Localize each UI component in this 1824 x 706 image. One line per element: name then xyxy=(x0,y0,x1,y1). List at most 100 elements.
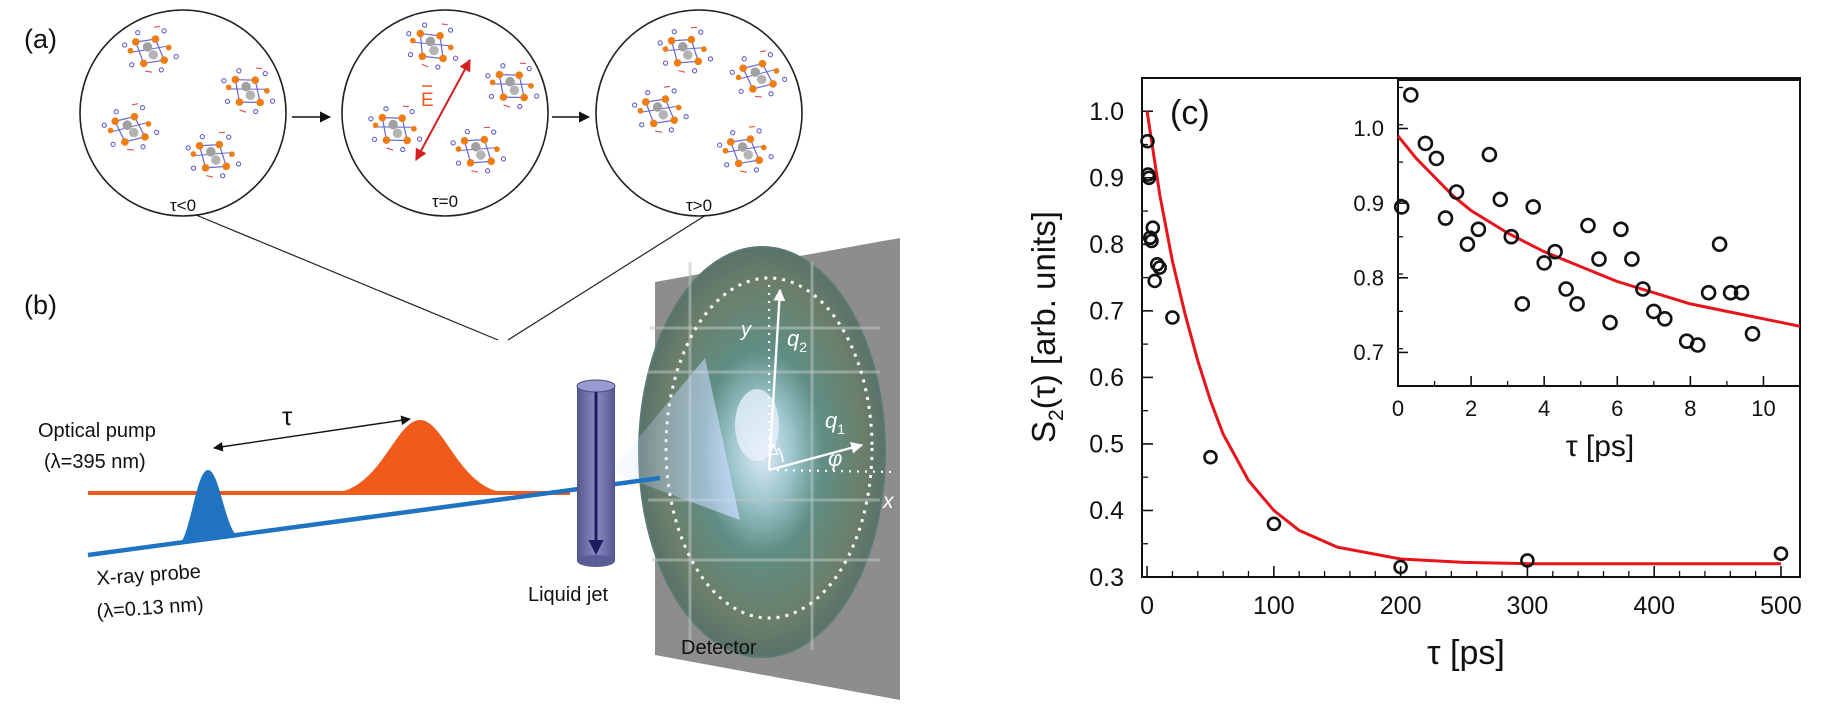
data-point xyxy=(1733,284,1750,301)
data-point xyxy=(1393,559,1408,575)
data-point xyxy=(1613,221,1629,238)
y-tick-label: 0.9 xyxy=(1089,165,1124,193)
detector-axis-y: y xyxy=(739,319,752,341)
data-point xyxy=(1266,516,1282,532)
main-y-axis-label: S2(τ) [arb. units] xyxy=(1025,211,1068,443)
delta-label: Δ xyxy=(768,442,779,459)
fit-curve xyxy=(1396,135,1801,328)
data-point xyxy=(1417,135,1434,152)
data-point xyxy=(1602,314,1618,331)
x-tick-label: 0 xyxy=(1392,396,1404,421)
data-point xyxy=(1165,310,1180,325)
inset-fit-group xyxy=(1396,135,1801,328)
data-point xyxy=(1403,87,1419,103)
x-tick-label: 2 xyxy=(1465,396,1477,421)
data-point xyxy=(1481,146,1498,163)
data-point xyxy=(1448,184,1465,200)
detector: y x q2 q1 φ Δ xyxy=(638,238,900,700)
data-point xyxy=(1591,251,1607,267)
snapshot-label-after: τ>0 xyxy=(686,196,712,215)
x-tick-label: 500 xyxy=(1760,592,1802,620)
data-point xyxy=(1525,199,1541,215)
y-tick-label: 0.7 xyxy=(1089,298,1124,326)
snapshot-circle-excitation: E τ=0 xyxy=(341,9,549,217)
projection-line-right xyxy=(507,214,707,341)
x-tick-label: 8 xyxy=(1684,396,1696,421)
data-point xyxy=(1558,281,1574,297)
snapshot-circle-before: τ<0 xyxy=(79,9,287,217)
data-point xyxy=(1428,150,1445,167)
data-point xyxy=(1624,251,1640,267)
data-point xyxy=(1646,303,1662,320)
snapshot-label-before: τ<0 xyxy=(170,196,196,215)
field-arrow xyxy=(415,58,471,162)
probe-wavelength: (λ=0.13 nm) xyxy=(96,594,205,623)
pump-wavelength: (λ=395 nm) xyxy=(44,451,146,473)
x-tick-label: 10 xyxy=(1751,396,1775,421)
panel-a: (a) τ<0 E τ=0 xyxy=(24,9,803,341)
data-point xyxy=(1700,284,1717,301)
pump-label: Optical pump xyxy=(38,420,156,442)
y-tick-label: 0.6 xyxy=(1089,364,1124,392)
q2-label: q2 xyxy=(787,326,807,355)
probe-beam xyxy=(87,470,661,558)
x-tick-label: 200 xyxy=(1380,592,1422,620)
inset-x-axis-label: τ [ps] xyxy=(1566,430,1635,463)
x-tick-label: 4 xyxy=(1538,396,1550,421)
snapshot-label-zero: τ=0 xyxy=(432,192,458,211)
inset-tick-labels: 0 2 4 6 8 10 0.7 0.8 0.9 1.0 xyxy=(1353,116,1775,421)
data-point xyxy=(1547,243,1563,260)
data-point xyxy=(1773,546,1789,562)
data-point xyxy=(1744,325,1761,342)
main-x-axis-label: τ [ps] xyxy=(1427,634,1505,672)
data-point xyxy=(1152,260,1167,275)
snapshot-circle-after: τ>0 xyxy=(595,9,803,217)
panel-label-c: (c) xyxy=(1170,94,1210,132)
data-point xyxy=(1514,296,1531,312)
data-point xyxy=(1520,553,1535,568)
x-tick-label: 300 xyxy=(1507,592,1549,620)
panel-b: (b) y x q2 q1 φ xyxy=(24,238,900,700)
probe-label: X-ray probe xyxy=(96,561,202,590)
liquid-jet xyxy=(576,379,616,567)
main-points-group xyxy=(1140,133,1789,575)
delay-tau-label: τ xyxy=(282,401,293,431)
inset-points-group xyxy=(1393,87,1761,353)
data-point xyxy=(1536,255,1552,271)
data-point xyxy=(1569,296,1585,312)
data-point xyxy=(1459,236,1476,252)
chart-inset: 0 2 4 6 8 10 0.7 0.8 0.9 1.0 τ [ps] xyxy=(1353,79,1801,463)
fit-curve xyxy=(1145,111,1781,566)
data-point xyxy=(1470,221,1487,238)
panel-label-a: (a) xyxy=(24,24,57,54)
y-tick-label: 0.8 xyxy=(1353,265,1384,290)
data-point xyxy=(1580,217,1596,234)
data-point xyxy=(1144,233,1159,249)
data-point xyxy=(1437,210,1454,226)
y-tick-label: 0.5 xyxy=(1089,431,1124,459)
q1-label: q1 xyxy=(825,408,845,437)
chart-main: 0 100 200 300 400 5000.30.40.50.60.70.80.91.0… xyxy=(1025,77,1802,672)
x-tick-label: 0 xyxy=(1140,592,1154,620)
data-point xyxy=(1140,133,1155,149)
panel-label-b: (b) xyxy=(24,290,57,320)
y-tick-label: 0.8 xyxy=(1089,231,1124,259)
y-tick-label: 0.3 xyxy=(1089,564,1124,592)
data-point xyxy=(1147,273,1162,289)
data-point xyxy=(1657,310,1673,327)
field-label: E xyxy=(421,90,434,111)
x-tick-label: 400 xyxy=(1633,592,1675,620)
detector-label: Detector xyxy=(681,637,757,659)
data-point xyxy=(1203,449,1218,465)
data-point xyxy=(1635,281,1651,297)
phi-label: φ xyxy=(828,446,842,471)
y-tick-label: 0.9 xyxy=(1353,191,1384,216)
x-tick-label: 100 xyxy=(1253,592,1295,620)
detector-axis-x: x xyxy=(882,490,895,513)
y-tick-label: 0.7 xyxy=(1353,340,1384,365)
data-point xyxy=(1689,337,1706,353)
y-tick-label: 1.0 xyxy=(1353,116,1384,141)
x-tick-label: 6 xyxy=(1611,396,1623,421)
